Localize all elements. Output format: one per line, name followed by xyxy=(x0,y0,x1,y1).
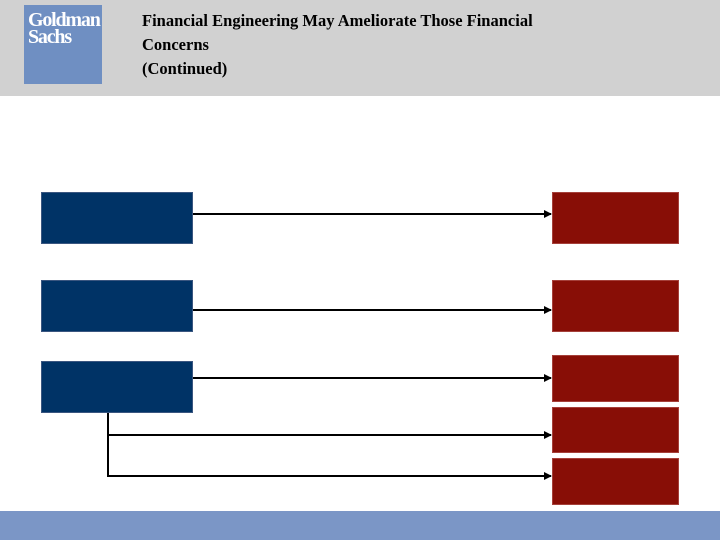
goldman-sachs-logo: Goldman Sachs xyxy=(24,5,102,84)
source-box-2 xyxy=(41,280,193,332)
source-box-3 xyxy=(41,361,193,413)
target-box-5 xyxy=(552,458,679,505)
logo-line-1: Goldman xyxy=(28,9,101,31)
footer-bar xyxy=(0,511,720,540)
target-box-3 xyxy=(552,355,679,402)
header-bar: Goldman Sachs Financial Engineering May … xyxy=(0,0,720,96)
slide-title-line-1: Financial Engineering May Ameliorate Tho… xyxy=(142,11,533,30)
slide-title: Financial Engineering May Ameliorate Tho… xyxy=(142,9,662,81)
slide-title-line-2: Concerns xyxy=(142,35,209,54)
target-box-2 xyxy=(552,280,679,332)
source-box-1 xyxy=(41,192,193,244)
slide-title-line-3: (Continued) xyxy=(142,59,228,78)
target-box-4 xyxy=(552,407,679,453)
target-box-1 xyxy=(552,192,679,244)
logo-line-2: Sachs xyxy=(28,26,72,48)
